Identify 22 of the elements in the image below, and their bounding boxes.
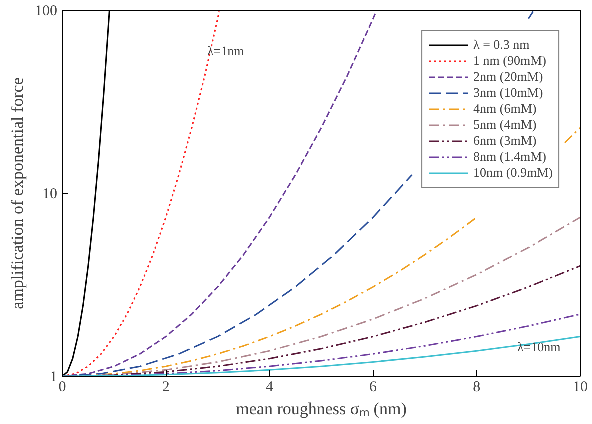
legend-label: 4nm (6mM)	[474, 101, 537, 117]
y-tick-label: 100	[35, 4, 58, 20]
legend-label: 2nm (20mM)	[474, 69, 544, 85]
x-tick-label: 0	[58, 380, 66, 396]
legend-label: 10nm (0.9mM)	[474, 165, 553, 181]
legend-label: 1 nm (90mM)	[474, 53, 546, 69]
x-tick-label: 6	[370, 380, 378, 396]
legend-label: 8nm (1.4mM)	[474, 149, 546, 165]
legend-label: 6nm (3mM)	[474, 133, 537, 149]
x-tick-label: 4	[266, 380, 274, 396]
legend-label: 5nm (4mM)	[474, 117, 537, 133]
legend-label: λ = 0.3 nm	[474, 37, 530, 53]
y-tick-label: 10	[42, 186, 58, 202]
x-axis-title: mean roughness σₘ (nm)	[236, 400, 407, 418]
legend-label: 3nm (10mM)	[474, 85, 544, 101]
y-axis-title: amplification of exponential force	[8, 78, 27, 310]
x-tick-label: 2	[162, 380, 170, 396]
annotation: λ=1nm	[208, 44, 244, 58]
y-tick-label: 1	[50, 370, 58, 386]
annotation: λ=10nm	[518, 340, 561, 354]
x-tick-label: 8	[473, 380, 481, 396]
x-tick-label: 10	[573, 380, 588, 396]
